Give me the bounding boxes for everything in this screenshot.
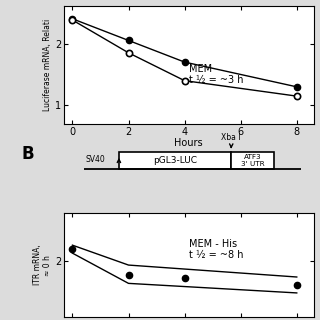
Text: pGL3-LUC: pGL3-LUC (153, 156, 197, 165)
Text: B: B (21, 145, 34, 164)
Text: MEM
t ½ = ~3 h: MEM t ½ = ~3 h (189, 64, 243, 85)
Y-axis label: Luciferase mRNA, Relati: Luciferase mRNA, Relati (43, 19, 52, 111)
X-axis label: Hours: Hours (174, 138, 203, 148)
Y-axis label: ITR mRNA,
≈ 0 h: ITR mRNA, ≈ 0 h (33, 245, 52, 285)
Text: Xba I: Xba I (221, 133, 241, 142)
FancyBboxPatch shape (231, 152, 274, 169)
FancyBboxPatch shape (119, 152, 231, 169)
Text: SV40: SV40 (85, 155, 105, 164)
Text: ATF3
3' UTR: ATF3 3' UTR (241, 154, 264, 167)
Text: MEM - His
t ½ = ~8 h: MEM - His t ½ = ~8 h (189, 239, 243, 260)
